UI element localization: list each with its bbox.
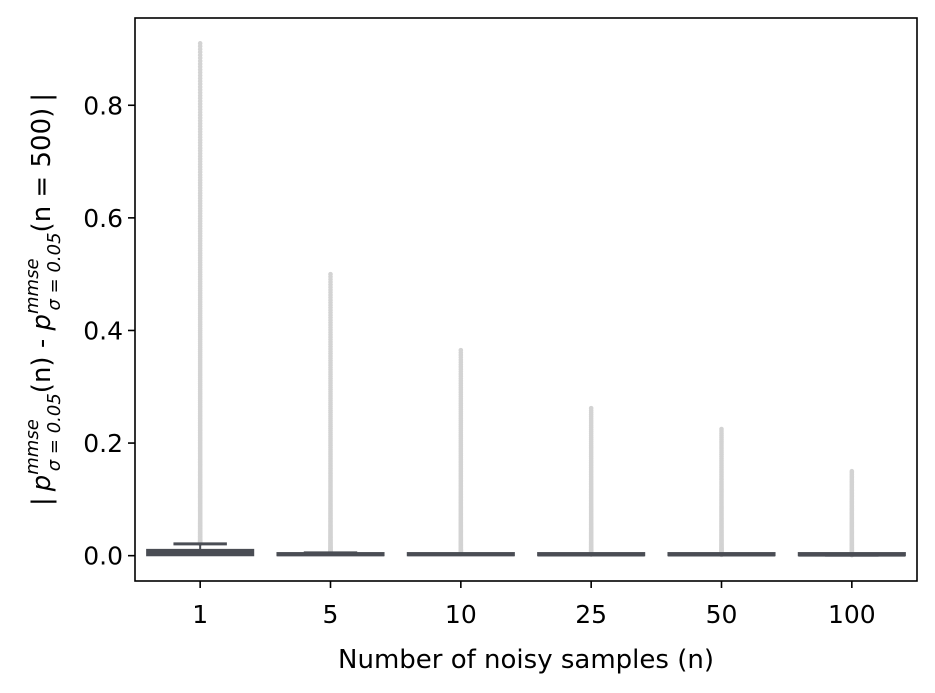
ylabel-p1: p — [27, 475, 57, 493]
y-axis-title: |pmmseσ = 0.05(n) - pmmseσ = 0.05(n = 50… — [22, 93, 65, 506]
y-tick-label: 0.6 — [83, 204, 123, 233]
boxes-layer — [146, 542, 906, 557]
outlier-point — [849, 468, 855, 474]
y-tick-label: 0.4 — [83, 316, 123, 345]
ylabel-p2: p — [27, 314, 57, 332]
x-axis-title: Number of noisy samples (n) — [338, 645, 714, 675]
x-tick-label: 100 — [828, 600, 876, 629]
y-axis-title-text: |pmmseσ = 0.05(n) - pmmseσ = 0.05(n = 50… — [22, 93, 65, 506]
y-tick-label: 0.8 — [83, 91, 123, 120]
x-tick-label: 1 — [192, 600, 208, 629]
y-ticks: 0.0 0.2 0.4 0.6 0.8 — [83, 91, 135, 571]
x-ticks: 1 5 10 25 50 100 — [192, 581, 876, 629]
outlier-point — [458, 347, 464, 353]
ylabel-bar-right: | — [27, 93, 57, 102]
x-tick-label: 50 — [706, 600, 738, 629]
ylabel-arg1: (n) — [27, 356, 57, 393]
outlier-point — [719, 426, 724, 432]
ylabel-sup2: mmse — [22, 258, 43, 314]
x-tick-label: 25 — [575, 600, 607, 629]
ylabel-sub2: σ = 0.05 — [44, 232, 65, 310]
ylabel-bar-left: | — [27, 497, 57, 506]
outlier-point — [588, 405, 594, 411]
outlier-point — [197, 41, 203, 46]
outliers-layer — [197, 41, 855, 558]
ylabel-arg2: (n = 500) — [27, 108, 57, 233]
y-tick-label: 0.2 — [83, 429, 123, 458]
y-tick-label: 0.0 — [83, 542, 123, 571]
ylabel-sub1: σ = 0.05 — [44, 393, 65, 471]
ylabel-minus: - — [27, 331, 57, 357]
ylabel-sup1: mmse — [22, 419, 43, 475]
plot-frame — [134, 17, 918, 582]
x-tick-label: 10 — [445, 600, 477, 629]
outlier-point — [328, 271, 333, 277]
x-tick-label: 5 — [323, 600, 339, 629]
